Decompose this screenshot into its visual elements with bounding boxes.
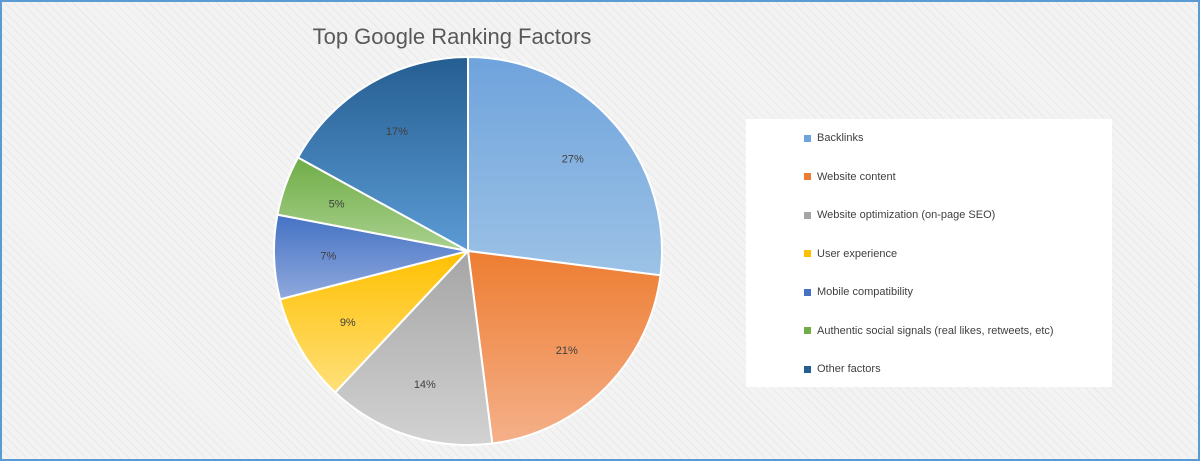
pie-slice-website-content [466, 249, 662, 445]
legend-swatch [804, 327, 811, 334]
pie-slice-other-factors [296, 55, 469, 253]
legend-item-authentic-social-signals-real-likes-retweets-etc: Authentic social signals (real likes, re… [804, 323, 1054, 339]
legend-item-user-experience: User experience [804, 246, 897, 262]
legend-label: Backlinks [817, 132, 864, 144]
pie-slice-backlinks [467, 55, 663, 277]
data-label-website-optimization-on-page-seo: 14% [414, 379, 436, 391]
legend-label: Website optimization (on-page SEO) [817, 209, 996, 221]
legend-label: Website content [817, 170, 896, 183]
legend-label: Other factors [817, 363, 881, 375]
legend-swatch [804, 365, 811, 373]
chart-title: Top Google Ranking Factors [312, 24, 592, 49]
legend-item-backlinks: Backlinks [804, 130, 863, 146]
legend-label: User experience [817, 247, 898, 260]
legend-item-mobile-compatibility: Mobile compatibility [804, 284, 913, 300]
data-label-other-factors: 17% [386, 126, 408, 138]
pie-slice-user-experience [278, 249, 472, 394]
data-label-user-experience: 9% [340, 317, 356, 329]
legend: Backlinks Website content Website optimiza… [746, 119, 1112, 387]
data-label-authentic-social-signals-real-likes-retweets-etc: 5% [329, 199, 345, 211]
data-label-mobile-compatibility: 7% [320, 250, 336, 262]
legend-swatch [804, 288, 811, 296]
legend-item-other-factors: Other factors [804, 361, 881, 377]
legend-swatch [804, 211, 811, 219]
pie-slice-website-optimization-on-page-seo [333, 248, 494, 446]
data-label-website-content: 21% [556, 345, 578, 357]
legend-item-website-optimization-on-page-seo: Website optimization (on-page SEO) [804, 207, 995, 223]
legend-swatch [804, 250, 811, 257]
legend-swatch [804, 134, 811, 142]
legend-label: Mobile compatibility [817, 286, 913, 298]
legend-label: Authentic social signals (real likes, re… [817, 324, 1054, 337]
data-label-backlinks: 27% [562, 154, 584, 166]
legend-item-website-content: Website content [804, 169, 896, 185]
legend-swatch [804, 173, 811, 180]
